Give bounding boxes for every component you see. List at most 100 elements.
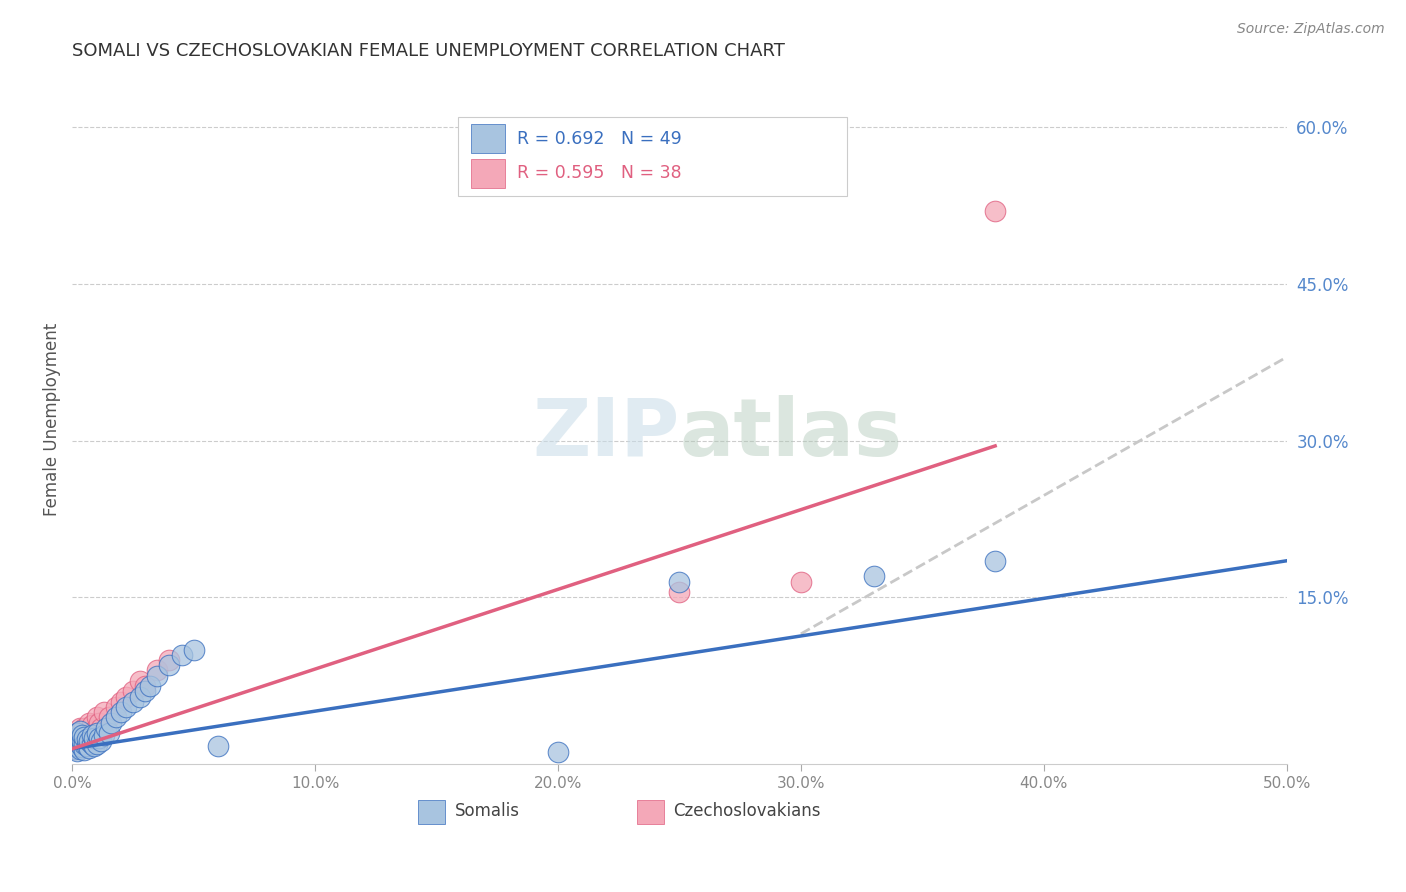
Point xyxy=(69,721,91,735)
Point xyxy=(73,731,96,745)
Point xyxy=(97,710,120,724)
Text: R = 0.692   N = 49: R = 0.692 N = 49 xyxy=(516,129,682,147)
Point xyxy=(69,728,91,742)
Point xyxy=(73,737,96,751)
Point xyxy=(66,733,89,747)
Point xyxy=(66,739,89,753)
Point xyxy=(63,731,86,746)
Point xyxy=(122,684,145,698)
Point xyxy=(76,734,98,748)
Point xyxy=(66,734,89,748)
Text: SOMALI VS CZECHOSLOVAKIAN FEMALE UNEMPLOYMENT CORRELATION CHART: SOMALI VS CZECHOSLOVAKIAN FEMALE UNEMPLO… xyxy=(72,42,785,60)
Point xyxy=(69,737,91,751)
Point xyxy=(790,574,813,589)
Point xyxy=(146,664,169,678)
Point xyxy=(114,700,136,714)
Text: Source: ZipAtlas.com: Source: ZipAtlas.com xyxy=(1237,22,1385,37)
Point xyxy=(114,690,136,704)
Point xyxy=(69,741,91,756)
Point xyxy=(66,739,89,753)
Y-axis label: Female Unemployment: Female Unemployment xyxy=(44,323,60,516)
Point xyxy=(66,744,89,758)
Point xyxy=(86,710,108,724)
Point xyxy=(80,737,103,751)
Text: atlas: atlas xyxy=(679,394,903,473)
Point xyxy=(83,739,105,753)
Point xyxy=(87,715,110,730)
Point xyxy=(90,734,112,748)
FancyBboxPatch shape xyxy=(471,124,505,153)
Point xyxy=(63,737,86,751)
Point xyxy=(73,731,96,746)
Point xyxy=(70,734,93,748)
Point xyxy=(70,728,93,742)
Point xyxy=(63,741,86,756)
Point xyxy=(134,684,156,698)
Point xyxy=(146,668,169,682)
Point xyxy=(110,705,132,719)
Text: Somalis: Somalis xyxy=(454,802,520,821)
Point xyxy=(183,642,205,657)
Point xyxy=(70,724,93,739)
Point xyxy=(63,741,86,756)
Point xyxy=(207,739,229,753)
Point xyxy=(77,715,100,730)
Point xyxy=(69,731,91,746)
FancyBboxPatch shape xyxy=(471,159,505,187)
Point xyxy=(80,717,103,731)
Point xyxy=(70,739,93,754)
Point xyxy=(862,569,884,583)
Point xyxy=(90,721,112,735)
Point xyxy=(668,574,690,589)
Point xyxy=(110,695,132,709)
Point xyxy=(547,745,569,759)
FancyBboxPatch shape xyxy=(637,799,664,823)
Point xyxy=(984,554,1007,568)
Point xyxy=(104,700,127,714)
Point xyxy=(122,695,145,709)
Point xyxy=(129,690,152,704)
Point xyxy=(69,724,91,739)
Point xyxy=(63,737,86,751)
Point xyxy=(80,728,103,742)
Point xyxy=(104,710,127,724)
Point xyxy=(984,203,1007,218)
Point xyxy=(97,726,120,740)
Point xyxy=(83,731,105,746)
Point xyxy=(170,648,193,662)
Text: R = 0.595   N = 38: R = 0.595 N = 38 xyxy=(516,164,682,182)
Point xyxy=(139,679,162,693)
Point xyxy=(93,728,115,742)
Point xyxy=(76,732,98,747)
Point xyxy=(73,721,96,735)
Point xyxy=(100,715,122,730)
Point xyxy=(86,726,108,740)
Point xyxy=(93,705,115,719)
Point xyxy=(157,658,180,673)
Point xyxy=(86,726,108,740)
FancyBboxPatch shape xyxy=(458,117,846,196)
Text: Czechoslovakians: Czechoslovakians xyxy=(673,802,821,821)
Point xyxy=(69,737,91,751)
Point xyxy=(66,726,89,740)
Point xyxy=(76,739,98,753)
Point xyxy=(76,726,98,740)
Point xyxy=(73,743,96,757)
Point xyxy=(96,721,118,735)
FancyBboxPatch shape xyxy=(419,799,446,823)
Point xyxy=(73,739,96,753)
Point xyxy=(83,724,105,739)
Point xyxy=(157,653,180,667)
Point xyxy=(134,679,156,693)
Text: ZIP: ZIP xyxy=(531,394,679,473)
Point xyxy=(66,726,89,740)
Point xyxy=(77,740,100,755)
Point xyxy=(77,731,100,746)
Point xyxy=(63,731,86,746)
Point xyxy=(668,585,690,599)
Point xyxy=(70,734,93,748)
Point xyxy=(77,734,100,748)
Point xyxy=(129,673,152,688)
Point xyxy=(80,728,103,742)
Point xyxy=(87,731,110,746)
